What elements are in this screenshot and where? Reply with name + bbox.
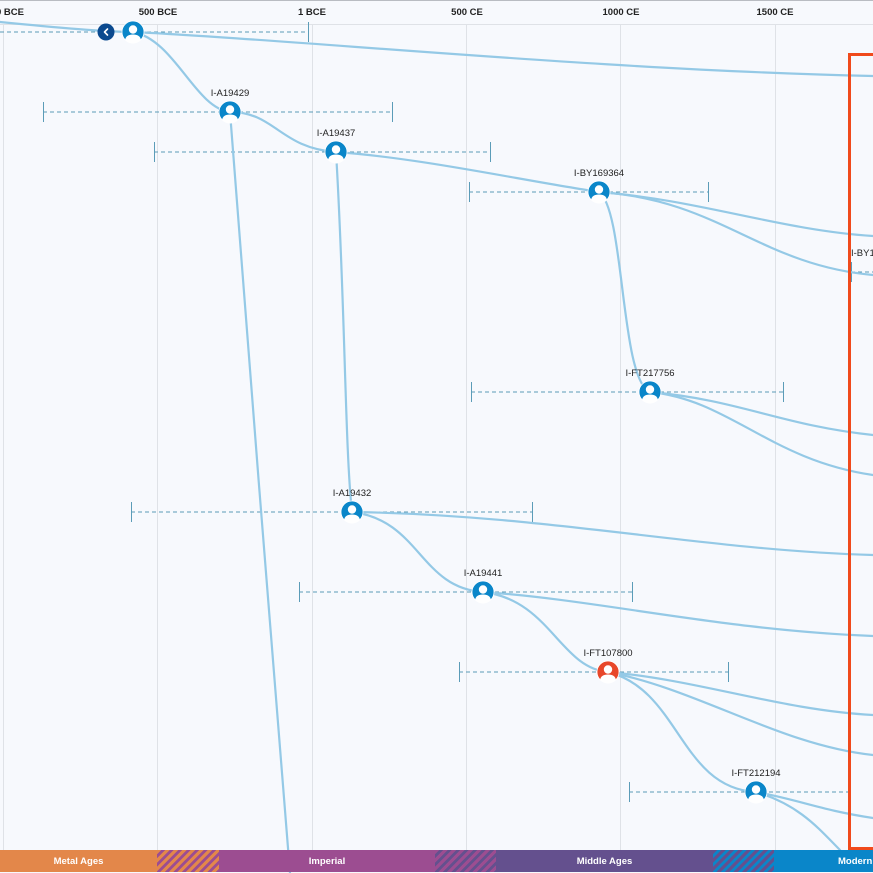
- branch-line: [350, 510, 485, 594]
- person-icon: [125, 25, 141, 44]
- era-segment-imperial: Imperial: [219, 850, 435, 872]
- node-label: I-BY1: [851, 248, 873, 259]
- era-label: Modern: [838, 855, 873, 867]
- node-label: I-A19441: [464, 568, 503, 579]
- person-icon: [328, 145, 344, 164]
- branch-line: [648, 390, 873, 477]
- node-label: I-A19429: [211, 88, 250, 99]
- era-transition: [713, 850, 774, 872]
- branch-line: [131, 30, 232, 114]
- age-range-bar: [154, 142, 491, 162]
- branch-line: [754, 790, 873, 820]
- person-icon: [748, 785, 764, 804]
- branch-line: [606, 670, 873, 717]
- branch-line: [597, 190, 652, 394]
- age-range-bar: [299, 582, 633, 602]
- branch-line: [228, 110, 292, 873]
- person-icon: [222, 105, 238, 124]
- axis-tick-label: 500 CE: [451, 7, 483, 18]
- era-bar: Metal Ages Imperial Middle Ages Modern: [0, 850, 873, 872]
- haplogroup-node[interactable]: I-A19429: [211, 88, 250, 124]
- collapse-parent-button[interactable]: [97, 23, 115, 41]
- haplogroup-node[interactable]: I-A19441: [464, 568, 503, 604]
- node-label: I-FT217756: [625, 368, 674, 379]
- grid-lines: [3, 25, 776, 850]
- branch-line: [648, 390, 873, 437]
- haplogroup-node[interactable]: [121, 20, 145, 44]
- era-transition: [435, 850, 496, 872]
- branch-line: [481, 590, 610, 674]
- node-label: I-A19432: [333, 488, 372, 499]
- era-label: Middle Ages: [576, 855, 633, 867]
- branch-line: [334, 150, 601, 194]
- haplogroup-node-highlighted[interactable]: I-FT107800: [583, 648, 633, 684]
- branch-line: [597, 190, 873, 238]
- branch-lines: [0, 20, 873, 873]
- haplogroup-node[interactable]: I-BY169364: [574, 168, 624, 204]
- haplogroup-node[interactable]: I-BY1: [851, 248, 873, 259]
- timeline-axis-header: 0 BCE 500 BCE 1 BCE 500 CE 1000 CE 1500 CE: [0, 1, 873, 25]
- node-label: I-FT107800: [583, 648, 632, 659]
- axis-tick-label: 500 BCE: [138, 7, 178, 18]
- era-transition: [157, 850, 219, 872]
- selection-box: [848, 53, 873, 850]
- branch-line: [131, 30, 873, 78]
- era-segment-middle-ages: Middle Ages: [496, 850, 713, 872]
- branch-line: [597, 190, 873, 277]
- haplogroup-node[interactable]: I-A19437: [317, 128, 356, 164]
- haplogroup-nodes[interactable]: I-A19429 I-A19437 I-BY169364 I-BY1 I-FT21775…: [97, 20, 873, 804]
- era-segment-metal-ages: Metal Ages: [0, 850, 157, 872]
- age-range-bar: [131, 502, 533, 522]
- branch-line: [228, 110, 338, 154]
- age-range-bar: [629, 782, 851, 802]
- selection-highlight-box: [848, 53, 873, 850]
- axis-tick-label: 1 BCE: [298, 7, 326, 18]
- age-range-bars: [0, 22, 873, 802]
- axis-tick-label: 1000 CE: [602, 7, 640, 18]
- era-label: Imperial: [308, 855, 346, 867]
- chevron-left-icon: [103, 28, 109, 36]
- era-segment-modern: Modern: [774, 850, 873, 872]
- person-icon: [642, 385, 658, 404]
- branch-line: [481, 590, 873, 638]
- axis-tick-label: 1500 CE: [756, 7, 794, 18]
- haplogroup-node[interactable]: I-FT217756: [625, 368, 675, 404]
- top-border: [0, 0, 873, 1]
- person-icon: [344, 505, 360, 524]
- axis-tick-label: 0 BCE: [0, 7, 24, 18]
- branch-line: [606, 670, 758, 794]
- person-icon: [591, 185, 607, 204]
- age-range-bar: [43, 102, 393, 122]
- branch-line: [334, 150, 354, 514]
- person-icon: [475, 585, 491, 604]
- node-label: I-BY169364: [574, 168, 624, 179]
- branch-line: [350, 510, 873, 557]
- age-range-bar: [0, 22, 309, 42]
- node-label: I-FT212194: [731, 768, 780, 779]
- branch-line: [754, 790, 842, 852]
- era-label: Metal Ages: [53, 855, 104, 867]
- haplogroup-node[interactable]: I-FT212194: [731, 768, 781, 804]
- branch-line: [606, 670, 873, 757]
- haplogroup-node[interactable]: I-A19432: [333, 488, 372, 524]
- age-range-bar: [471, 382, 784, 402]
- node-label: I-A19437: [317, 128, 356, 139]
- person-icon: [600, 665, 616, 684]
- age-range-bar: [459, 662, 729, 682]
